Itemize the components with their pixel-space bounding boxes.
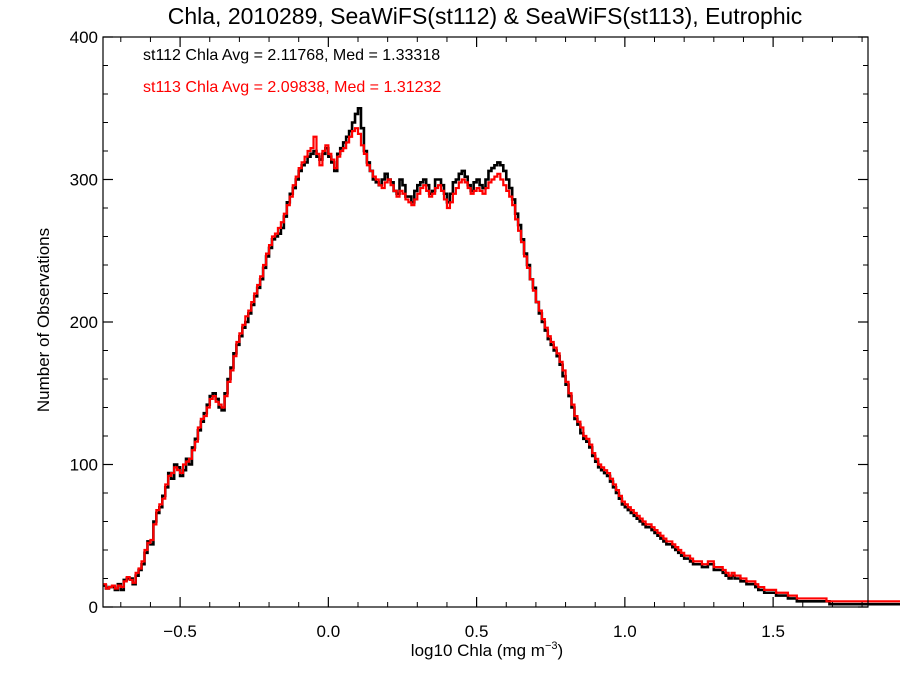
annotation-st112-stats: st112 Chla Avg = 2.11768, Med = 1.33318	[143, 47, 440, 64]
x-tick-label: 1.5	[761, 622, 785, 641]
y-tick-label: 100	[70, 456, 98, 475]
x-axis-label-exponent: −3	[545, 640, 558, 652]
histogram-series	[103, 106, 900, 606]
x-tick-label: −0.5	[163, 622, 197, 641]
histogram-series-2	[103, 127, 900, 603]
axis-ticks: −0.5 0.0 0.5 1.0 1.5 0 100 200 300 400	[70, 28, 868, 641]
plot-frame	[102, 36, 869, 608]
y-tick-label: 300	[70, 171, 98, 190]
x-tick-label: 0.0	[317, 622, 341, 641]
histogram-series-1	[103, 106, 900, 606]
x-axis-label: log10 Chla (mg m−3)	[411, 640, 563, 660]
y-tick-label: 0	[89, 598, 98, 617]
y-tick-label: 200	[70, 313, 98, 332]
x-tick-label: 1.0	[613, 622, 637, 641]
y-axis-label: Number of Observations	[34, 228, 53, 412]
chart-title: Chla, 2010289, SeaWiFS(st112) & SeaWiFS(…	[168, 3, 803, 29]
x-axis-label-close: )	[558, 641, 564, 660]
x-axis-label-main: log10 Chla (mg m	[411, 641, 545, 660]
annotation-st113-stats: st113 Chla Avg = 2.09838, Med = 1.31232	[143, 79, 441, 96]
x-tick-label: 0.5	[465, 622, 489, 641]
y-tick-label: 400	[70, 28, 98, 47]
